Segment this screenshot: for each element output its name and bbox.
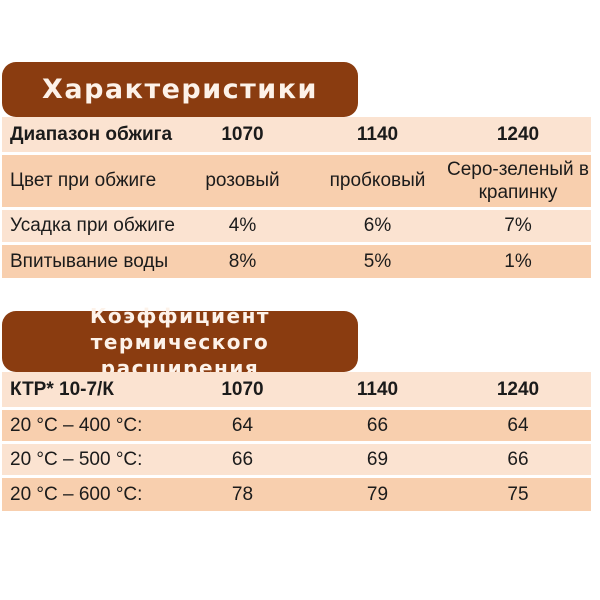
section2-title-badge: Коэффициент термического расширения xyxy=(2,304,358,380)
row-label: Впитывание воды xyxy=(10,250,169,272)
thermal-expansion-table: КТР* 10-7/К 1070 1140 1240 20 °C – 400 °… xyxy=(2,372,591,514)
table-row-color: Цвет при обжиге розовый пробковый Серо-з… xyxy=(2,155,591,207)
cell-value: 79 xyxy=(366,483,389,505)
table-row-shrinkage: Усадка при обжиге 4% 6% 7% xyxy=(2,210,591,242)
cell-value: 69 xyxy=(366,448,389,470)
header-cell-1140: 1140 xyxy=(356,378,399,400)
cell-value: 78 xyxy=(231,483,254,505)
cell-value: 66 xyxy=(366,414,389,436)
cell-value: 8% xyxy=(228,250,257,272)
table-row-500c: 20 °C – 500 °C: 66 69 66 xyxy=(2,444,591,475)
cell-value: 66 xyxy=(507,448,529,470)
row-label: 20 °C – 400 °C: xyxy=(10,414,143,436)
header-cell-1240: 1240 xyxy=(496,378,540,400)
row-label: Усадка при обжиге xyxy=(10,215,175,236)
table-row-water-absorption: Впитывание воды 8% 5% 1% xyxy=(2,245,591,278)
header-cell-label: КТР* 10-7/К xyxy=(10,378,114,400)
cell-value: 64 xyxy=(507,414,529,436)
header-cell-1240: 1240 xyxy=(496,123,540,145)
cell-value: 4% xyxy=(228,215,257,237)
section1-title: Характеристики xyxy=(42,74,318,105)
cell-value: 6% xyxy=(363,215,392,237)
table-row-400c: 20 °C – 400 °C: 64 66 64 xyxy=(2,410,591,441)
cell-value: Серо-зеленый в крапинку xyxy=(447,158,589,203)
row-label: 20 °C – 600 °C: xyxy=(10,483,143,505)
cell-value: пробковый xyxy=(329,170,426,192)
cell-value: 75 xyxy=(507,483,529,505)
table-header-row: КТР* 10-7/К 1070 1140 1240 xyxy=(2,372,591,407)
header-cell-1070: 1070 xyxy=(221,378,264,400)
characteristics-table: Диапазон обжига 1070 1140 1240 Цвет при … xyxy=(2,117,591,281)
cell-value: розовый xyxy=(205,170,280,192)
cell-value: 64 xyxy=(231,414,254,436)
header-cell-1070: 1070 xyxy=(221,123,264,145)
section2-title-line1: Коэффициент термического xyxy=(90,303,270,354)
table-row-600c: 20 °C – 600 °C: 78 79 75 xyxy=(2,478,591,511)
cell-value: 66 xyxy=(231,448,254,470)
header-cell-1140: 1140 xyxy=(356,123,399,145)
cell-value: 7% xyxy=(504,215,532,237)
cell-value: 1% xyxy=(504,250,532,272)
header-cell-label: Диапазон обжига xyxy=(10,123,173,145)
table-header-row: Диапазон обжига 1070 1140 1240 xyxy=(2,117,591,152)
cell-value: 5% xyxy=(363,250,392,272)
section1-title-badge: Характеристики xyxy=(2,62,358,117)
row-label: 20 °C – 500 °C: xyxy=(10,448,143,470)
row-label: Цвет при обжиге xyxy=(10,170,157,191)
